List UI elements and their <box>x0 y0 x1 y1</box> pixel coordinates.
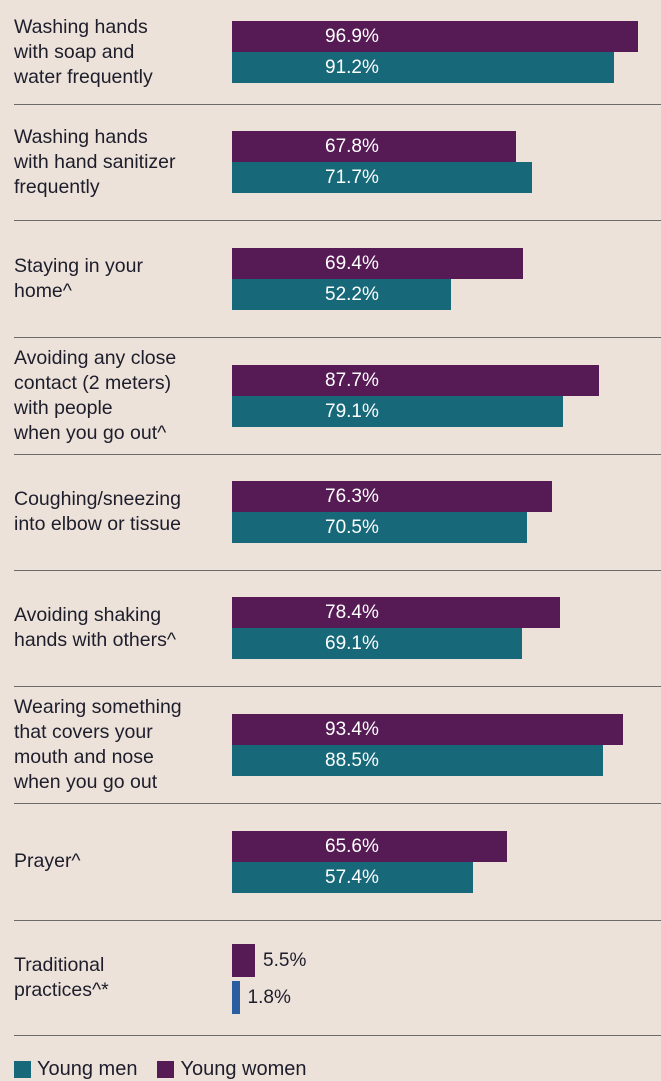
category-label-line: with soap and <box>14 40 135 63</box>
category-label-line: that covers your <box>14 720 153 743</box>
category-label: Prayer^ <box>14 807 226 916</box>
category-label: Wearing something that covers your mouth a… <box>14 690 226 799</box>
category-label: Staying in your home^ <box>14 224 226 333</box>
row-separator <box>14 570 661 571</box>
bar-young-men <box>232 628 522 659</box>
bar-value-label-young-women: 65.6% <box>325 835 379 857</box>
bar-value-label-young-men: 88.5% <box>325 749 379 771</box>
bar-value-label-young-men: 91.2% <box>325 57 379 78</box>
bar-young-women <box>232 131 517 162</box>
row-separator <box>14 686 661 687</box>
category-label-line: Coughing/sneezing <box>14 488 181 510</box>
bar-value-label-young-women: 87.7% <box>325 369 379 391</box>
bar-value-label-young-women: 76.3% <box>325 486 379 507</box>
category-label-line: when you go out^ <box>14 421 167 444</box>
bar-young-women <box>232 247 523 279</box>
category-label-line: contact (2 meters) <box>14 371 172 394</box>
legend-swatch-young-women <box>157 1061 175 1078</box>
category-label-line: Wearing something <box>14 695 182 718</box>
bar-young-men <box>232 278 451 310</box>
bar-young-women <box>232 597 561 628</box>
bar-value-label-young-men: 71.7% <box>325 167 379 188</box>
bar-value-label-young-women: 78.4% <box>325 602 379 623</box>
row-separator <box>14 803 661 804</box>
category-label: Washing hands with hand sanitizer frequent… <box>14 108 226 216</box>
bar-young-women <box>232 943 256 977</box>
bar-value-label-young-women: 67.8% <box>325 136 379 157</box>
row-separator <box>14 220 661 221</box>
row-separator <box>14 337 661 338</box>
bar-value-label-young-women: 96.9% <box>325 26 379 47</box>
bar-young-women <box>232 830 507 862</box>
category-label-line: home^ <box>14 279 72 302</box>
category-label-line: Avoiding any close <box>14 346 177 369</box>
category-label-line: mouth and nose <box>14 745 154 768</box>
bar-young-women <box>232 21 638 52</box>
bar-value-label-young-men: 79.1% <box>325 400 379 422</box>
category-label-line: Washing hands <box>14 15 148 38</box>
category-label-line: water frequently <box>14 65 153 88</box>
category-label-line: practices^* <box>14 978 109 1001</box>
category-label: Coughing/sneezing into elbow or tissue <box>14 458 226 566</box>
row-separator <box>14 104 661 105</box>
category-label: Washing hands with soap and water frequent… <box>14 4 226 100</box>
bar-young-men <box>232 744 603 776</box>
category-label-line: with hand sanitizer <box>14 150 176 173</box>
bar-young-men <box>232 395 564 427</box>
category-label: Avoiding shaking hands with others^ <box>14 574 226 682</box>
bar-young-women <box>232 481 552 512</box>
bar-young-men <box>232 980 240 1014</box>
category-label-line: when you go out <box>14 770 158 793</box>
row-separator <box>14 1035 661 1036</box>
bar-value-label-young-women: 5.5% <box>263 949 307 971</box>
bar-value-label-young-men: 1.8% <box>247 986 291 1008</box>
bar-value-label-young-women: 93.4% <box>325 718 379 740</box>
legend-label-young-women: Young women <box>180 1058 307 1080</box>
category-label: Traditional practices^* <box>14 924 226 1031</box>
bar-young-men <box>232 52 615 83</box>
bar-value-label-young-men: 57.4% <box>325 866 379 888</box>
category-label-line: frequently <box>14 175 100 198</box>
legend-item-young-men: Young men <box>14 1058 137 1081</box>
bar-young-women <box>232 364 600 396</box>
bar-young-women <box>232 713 624 745</box>
bar-young-men <box>232 162 533 193</box>
category-label-line: Staying in your <box>14 254 143 277</box>
category-label-line: Washing hands <box>14 125 148 148</box>
legend-label-young-men: Young men <box>37 1058 138 1080</box>
category-label-line: Avoiding shaking <box>14 604 162 626</box>
category-label-line: hands with others^ <box>14 629 176 651</box>
category-label-line: Traditional <box>14 953 105 976</box>
legend-swatch-young-men <box>14 1061 31 1078</box>
bar-young-men <box>232 861 473 893</box>
bar-value-label-young-men: 52.2% <box>325 283 379 305</box>
row-separator <box>14 920 661 921</box>
legend: Young men Young women <box>14 1058 327 1081</box>
category-label: Avoiding any close contact (2 meters) with… <box>14 341 226 450</box>
row-separator <box>14 454 661 455</box>
bar-young-men <box>232 512 528 543</box>
category-label-line: into elbow or tissue <box>14 513 181 535</box>
bar-value-label-young-men: 70.5% <box>325 517 379 538</box>
legend-item-young-women: Young women <box>157 1058 307 1081</box>
bar-value-label-young-women: 69.4% <box>325 252 379 274</box>
bar-value-label-young-men: 69.1% <box>325 633 379 654</box>
category-label-line: with people <box>14 396 113 419</box>
category-label-line: Prayer^ <box>14 850 81 872</box>
